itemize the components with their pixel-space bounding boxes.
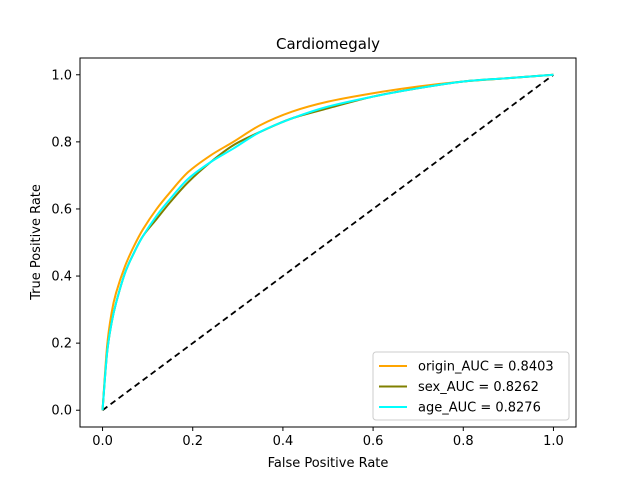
x-tick-label: 0.6 (363, 434, 384, 449)
legend: origin_AUC = 0.8403 sex_AUC = 0.8262 age_A… (372, 351, 570, 421)
y-axis-ticks: 0.0 0.2 0.4 0.6 0.8 1.0 (51, 68, 80, 419)
y-tick-label: 1.0 (51, 68, 72, 83)
chance-diagonal-line (102, 74, 554, 411)
x-axis-label: False Positive Rate (268, 456, 389, 471)
series-line-age-auc (101, 73, 554, 411)
axes-frame (79, 57, 577, 428)
y-tick-label: 0.6 (51, 202, 72, 217)
x-axis-ticks: 0.0 0.2 0.4 0.6 0.8 1.0 (92, 427, 564, 449)
legend-entry-label: origin_AUC = 0.8403 (418, 360, 554, 375)
legend-entry-label: age_AUC = 0.8276 (418, 401, 541, 416)
x-tick-label: 0.2 (182, 434, 203, 449)
x-tick-label: 0.8 (453, 434, 474, 449)
legend-entry-label: sex_AUC = 0.8262 (418, 380, 539, 395)
series-line-origin-auc (101, 73, 554, 411)
y-tick-label: 0.8 (51, 135, 72, 150)
y-tick-label: 0.0 (51, 404, 72, 419)
y-tick-label: 0.2 (51, 337, 72, 352)
x-tick-label: 1.0 (543, 434, 564, 449)
y-tick-label: 0.4 (51, 270, 72, 285)
x-tick-label: 0.4 (273, 434, 294, 449)
plot-lines (101, 73, 554, 411)
legend-box (372, 351, 570, 421)
chart-title: Cardiomegaly (276, 35, 380, 53)
x-tick-label: 0.0 (92, 434, 113, 449)
y-axis-label: True Positive Rate (29, 184, 44, 301)
